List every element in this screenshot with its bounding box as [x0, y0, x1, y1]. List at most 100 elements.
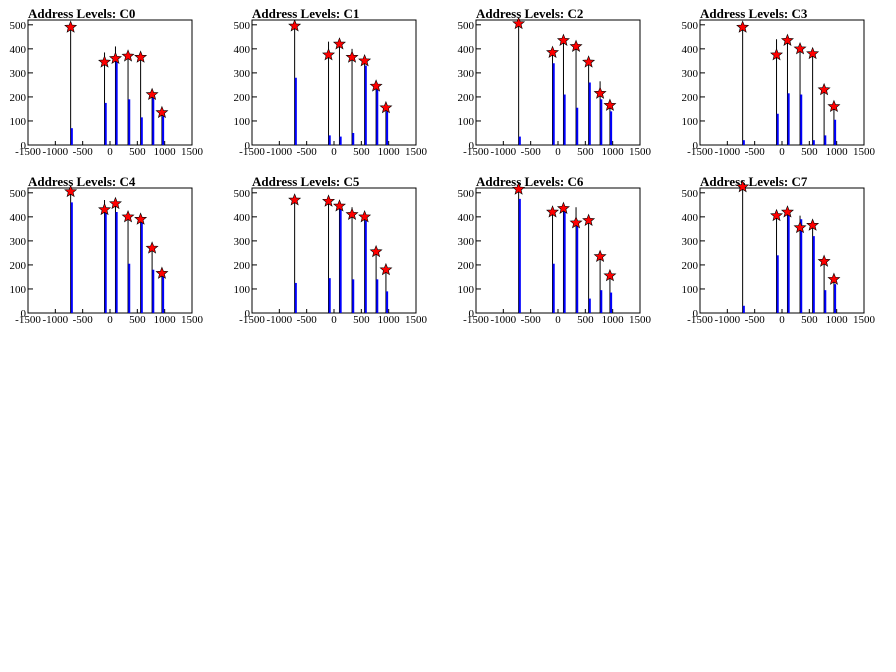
y-tick-label: 100 [10, 116, 27, 128]
peak-marker [793, 220, 807, 234]
plot-frame [251, 19, 417, 146]
plot-frame [699, 187, 865, 314]
x-tick-label: 1500 [405, 314, 428, 326]
x-tick-label: 1000 [826, 146, 849, 158]
peak-marker [603, 268, 617, 282]
peak-marker [134, 212, 148, 225]
x-tick-label: -1500 [463, 146, 489, 158]
x-tick-label: -1500 [687, 314, 713, 326]
x-tick-label: 0 [779, 314, 785, 326]
x-tick-label: 0 [331, 146, 337, 158]
x-tick-label: 1000 [378, 314, 401, 326]
chart-title: Address Levels: C7 [700, 174, 808, 189]
x-tick-label: -1000 [42, 314, 68, 326]
x-tick-label: -1000 [490, 146, 516, 158]
x-tick-label: 500 [353, 314, 370, 326]
x-tick-label: 1500 [853, 314, 876, 326]
y-tick-label: 0 [693, 140, 699, 152]
chart-svg: Address Levels: C70100200300400500-1500-… [682, 174, 876, 326]
x-tick-label: 1500 [853, 146, 876, 158]
chart-title: Address Levels: C4 [28, 174, 136, 189]
x-tick-label: 500 [801, 146, 818, 158]
peak-marker [556, 33, 570, 46]
y-tick-label: 100 [682, 284, 699, 296]
y-tick-label: 500 [458, 188, 475, 200]
y-tick-label: 200 [10, 92, 27, 104]
peak-marker [806, 218, 820, 231]
x-tick-label: 500 [801, 314, 818, 326]
peak-marker [780, 205, 794, 218]
y-tick-label: 400 [458, 44, 475, 56]
y-tick-label: 100 [682, 116, 699, 128]
chart-title: Address Levels: C0 [28, 6, 135, 21]
chart-svg: Address Levels: C60100200300400500-1500-… [458, 174, 652, 326]
peak-marker [603, 98, 617, 111]
x-tick-label: 0 [779, 146, 785, 158]
y-tick-label: 500 [234, 188, 251, 200]
y-tick-label: 400 [10, 44, 27, 56]
peak-marker [345, 50, 359, 63]
y-tick-label: 0 [21, 140, 27, 152]
chart-panel-c4: Address Levels: C4 0 100 200 300 400 500 -1500-… [0, 168, 224, 336]
y-tick-label: 0 [245, 140, 251, 152]
x-tick-label: -1500 [15, 146, 41, 158]
chart-panel-c2: Address Levels: C2 0 100 200 300 400 500 -1500-… [448, 0, 672, 168]
peak-marker [358, 210, 372, 223]
x-tick-label: -500 [73, 314, 94, 326]
peak-marker [736, 179, 750, 193]
y-tick-label: 500 [10, 188, 27, 200]
x-tick-label: 0 [555, 146, 561, 158]
chart-svg: Address Levels: C50100200300400500-1500-… [234, 174, 428, 326]
y-tick-label: 100 [458, 284, 475, 296]
peak-marker [556, 201, 570, 214]
y-tick-label: 200 [682, 92, 699, 104]
peak-marker [512, 182, 526, 195]
y-tick-label: 0 [245, 308, 251, 320]
peak-marker [332, 199, 346, 212]
peak-marker [736, 20, 750, 33]
peak-marker [546, 45, 560, 58]
y-tick-label: 200 [682, 260, 699, 272]
y-tick-label: 100 [234, 116, 251, 128]
x-tick-label: -1000 [266, 146, 292, 158]
x-tick-label: -1000 [490, 314, 516, 326]
y-tick-label: 300 [10, 68, 27, 80]
x-tick-label: -500 [521, 314, 542, 326]
chart-panel-c1: Address Levels: C1 0 100 200 300 400 500 -1500-… [224, 0, 448, 168]
y-tick-label: 100 [458, 116, 475, 128]
x-tick-label: 0 [331, 314, 337, 326]
plot-frame [27, 187, 193, 314]
y-tick-label: 400 [234, 212, 251, 224]
x-tick-label: 500 [129, 146, 146, 158]
y-tick-label: 500 [234, 20, 251, 32]
x-tick-label: 500 [129, 314, 146, 326]
peak-marker [155, 266, 169, 279]
peak-marker [121, 210, 135, 223]
y-tick-label: 500 [458, 20, 475, 32]
chart-svg: Address Levels: C40100200300400500-1500-… [10, 174, 204, 326]
x-tick-label: -1500 [239, 146, 265, 158]
peak-marker [134, 50, 148, 63]
peak-marker [770, 208, 784, 222]
y-tick-label: 300 [458, 68, 475, 80]
chart-svg: Address Levels: C10100200300400500-1500-… [234, 6, 428, 158]
chart-panel-c0: Address Levels: C0 0 100 200 300 400 500 -1500 -… [0, 0, 224, 168]
peak-marker [379, 262, 393, 276]
y-tick-label: 100 [234, 284, 251, 296]
peak-marker [817, 254, 831, 267]
y-tick-label: 300 [234, 236, 251, 248]
chart-panel-c3: Address Levels: C3 0 100 200 300 400 500 -1500-… [672, 0, 896, 168]
y-tick-label: 0 [693, 308, 699, 320]
x-tick-label: 1000 [154, 146, 177, 158]
y-tick-label: 500 [682, 188, 699, 200]
peak-marker [827, 272, 841, 285]
peak-marker [322, 48, 336, 61]
x-tick-label: 1500 [629, 314, 652, 326]
x-tick-label: -500 [73, 146, 94, 158]
peak-marker [582, 213, 596, 226]
x-tick-label: -500 [297, 314, 318, 326]
chart-grid: Address Levels: C0 0 100 200 300 400 500 -1500-… [0, 0, 896, 336]
peak-marker [98, 55, 112, 68]
peak-marker [582, 55, 596, 68]
peak-marker [332, 37, 346, 50]
